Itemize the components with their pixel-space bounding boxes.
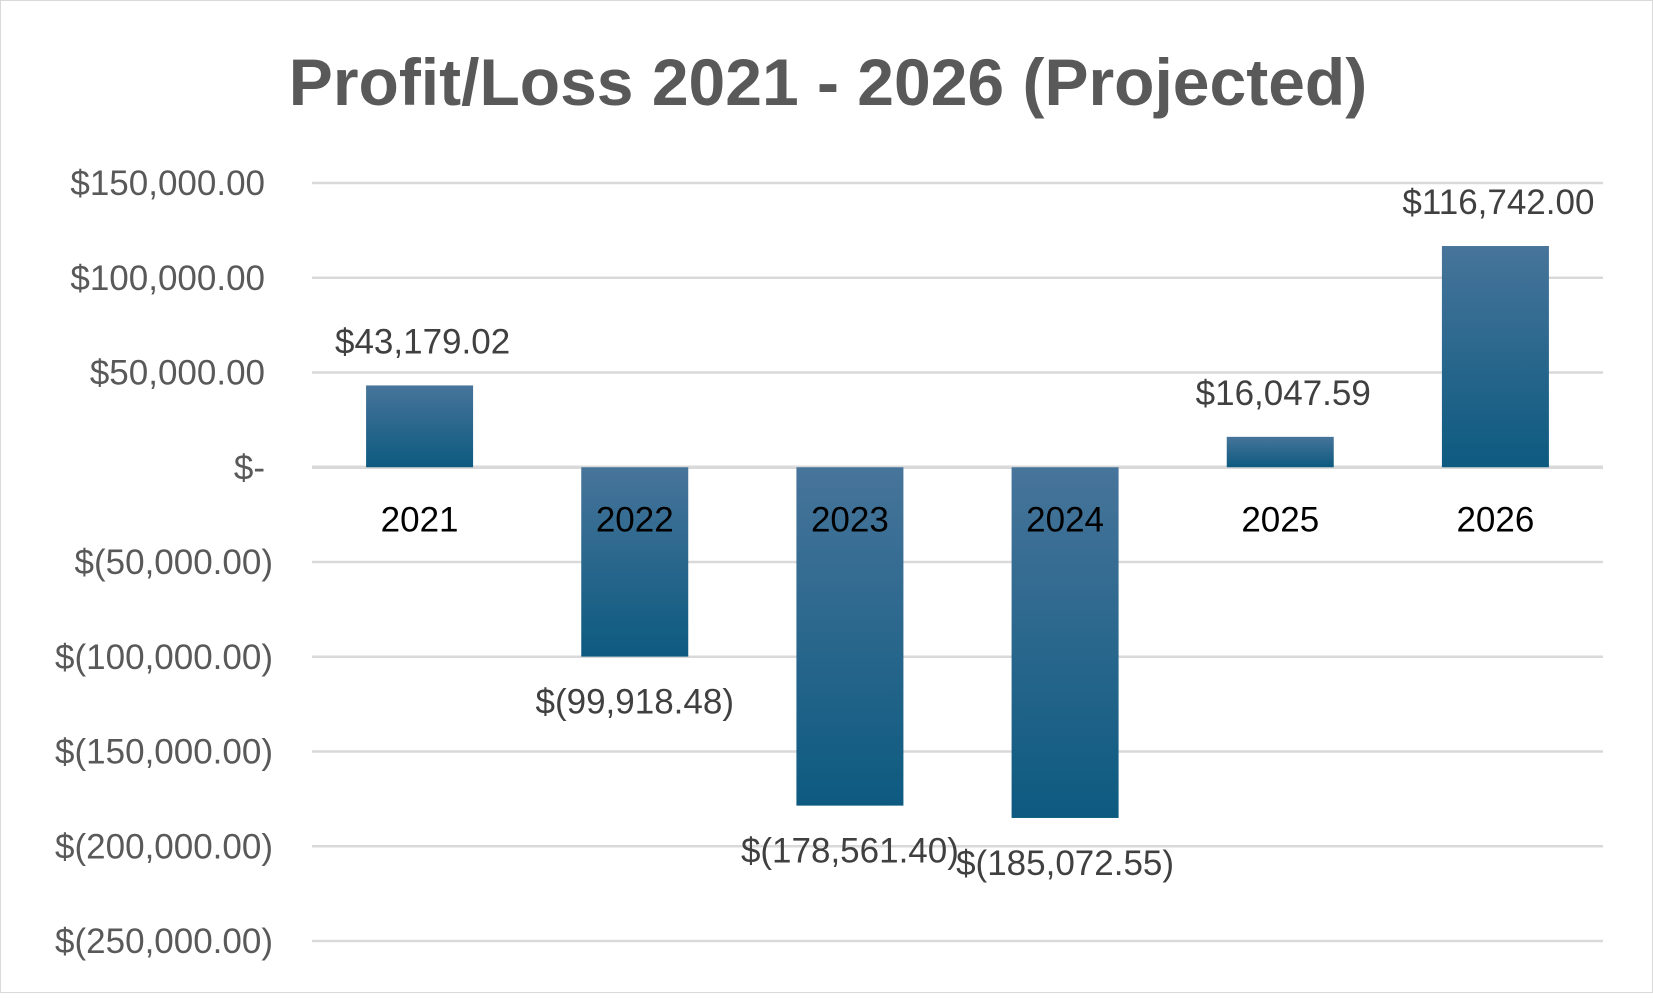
- bar-2022: [581, 467, 689, 657]
- x-tick-label: 2021: [381, 500, 459, 539]
- y-tick-label: $(250,000.00): [55, 922, 273, 961]
- data-label: $(185,072.55): [956, 844, 1174, 883]
- x-tick-label: 2022: [596, 500, 674, 539]
- x-tick-label: 2025: [1241, 500, 1319, 539]
- y-tick-label: $(200,000.00): [55, 827, 273, 866]
- data-label: $(99,918.48): [536, 683, 734, 722]
- bar-2023: [796, 467, 904, 806]
- data-label: $16,047.59: [1196, 374, 1371, 413]
- bars: [366, 246, 1549, 818]
- y-tick-label: $(100,000.00): [55, 638, 273, 677]
- y-tick-label: $(50,000.00): [75, 543, 273, 582]
- data-label: $43,179.02: [335, 322, 510, 361]
- y-tick-label: $150,000.00: [70, 164, 265, 203]
- y-tick-label: $(150,000.00): [55, 733, 273, 772]
- y-tick-label: $100,000.00: [70, 259, 265, 298]
- x-tick-label: 2024: [1026, 500, 1104, 539]
- data-label: $(178,561.40): [741, 832, 959, 871]
- y-axis-ticks: $150,000.00 $100,000.00 $50,000.00 $- $(50,0…: [55, 164, 273, 961]
- data-labels: $43,179.02 $(99,918.48) $(178,561.40)$(185…: [335, 183, 1594, 883]
- data-label: $116,742.00: [1402, 183, 1594, 222]
- bar-2026: [1441, 246, 1549, 468]
- x-tick-label: 2026: [1456, 500, 1534, 539]
- y-tick-label: $-: [234, 448, 265, 487]
- x-tick-label: 2023: [811, 500, 889, 539]
- gridlines: [312, 181, 1603, 943]
- bar-2024: [1011, 467, 1119, 818]
- chart-title: Profit/Loss 2021 - 2026 (Projected): [289, 45, 1367, 119]
- bar-2021: [366, 385, 474, 468]
- bar-2025: [1226, 436, 1334, 468]
- x-axis-ticks: 2021 2022 2023 2024 2025 2026: [381, 500, 1535, 539]
- y-tick-label: $50,000.00: [90, 354, 265, 393]
